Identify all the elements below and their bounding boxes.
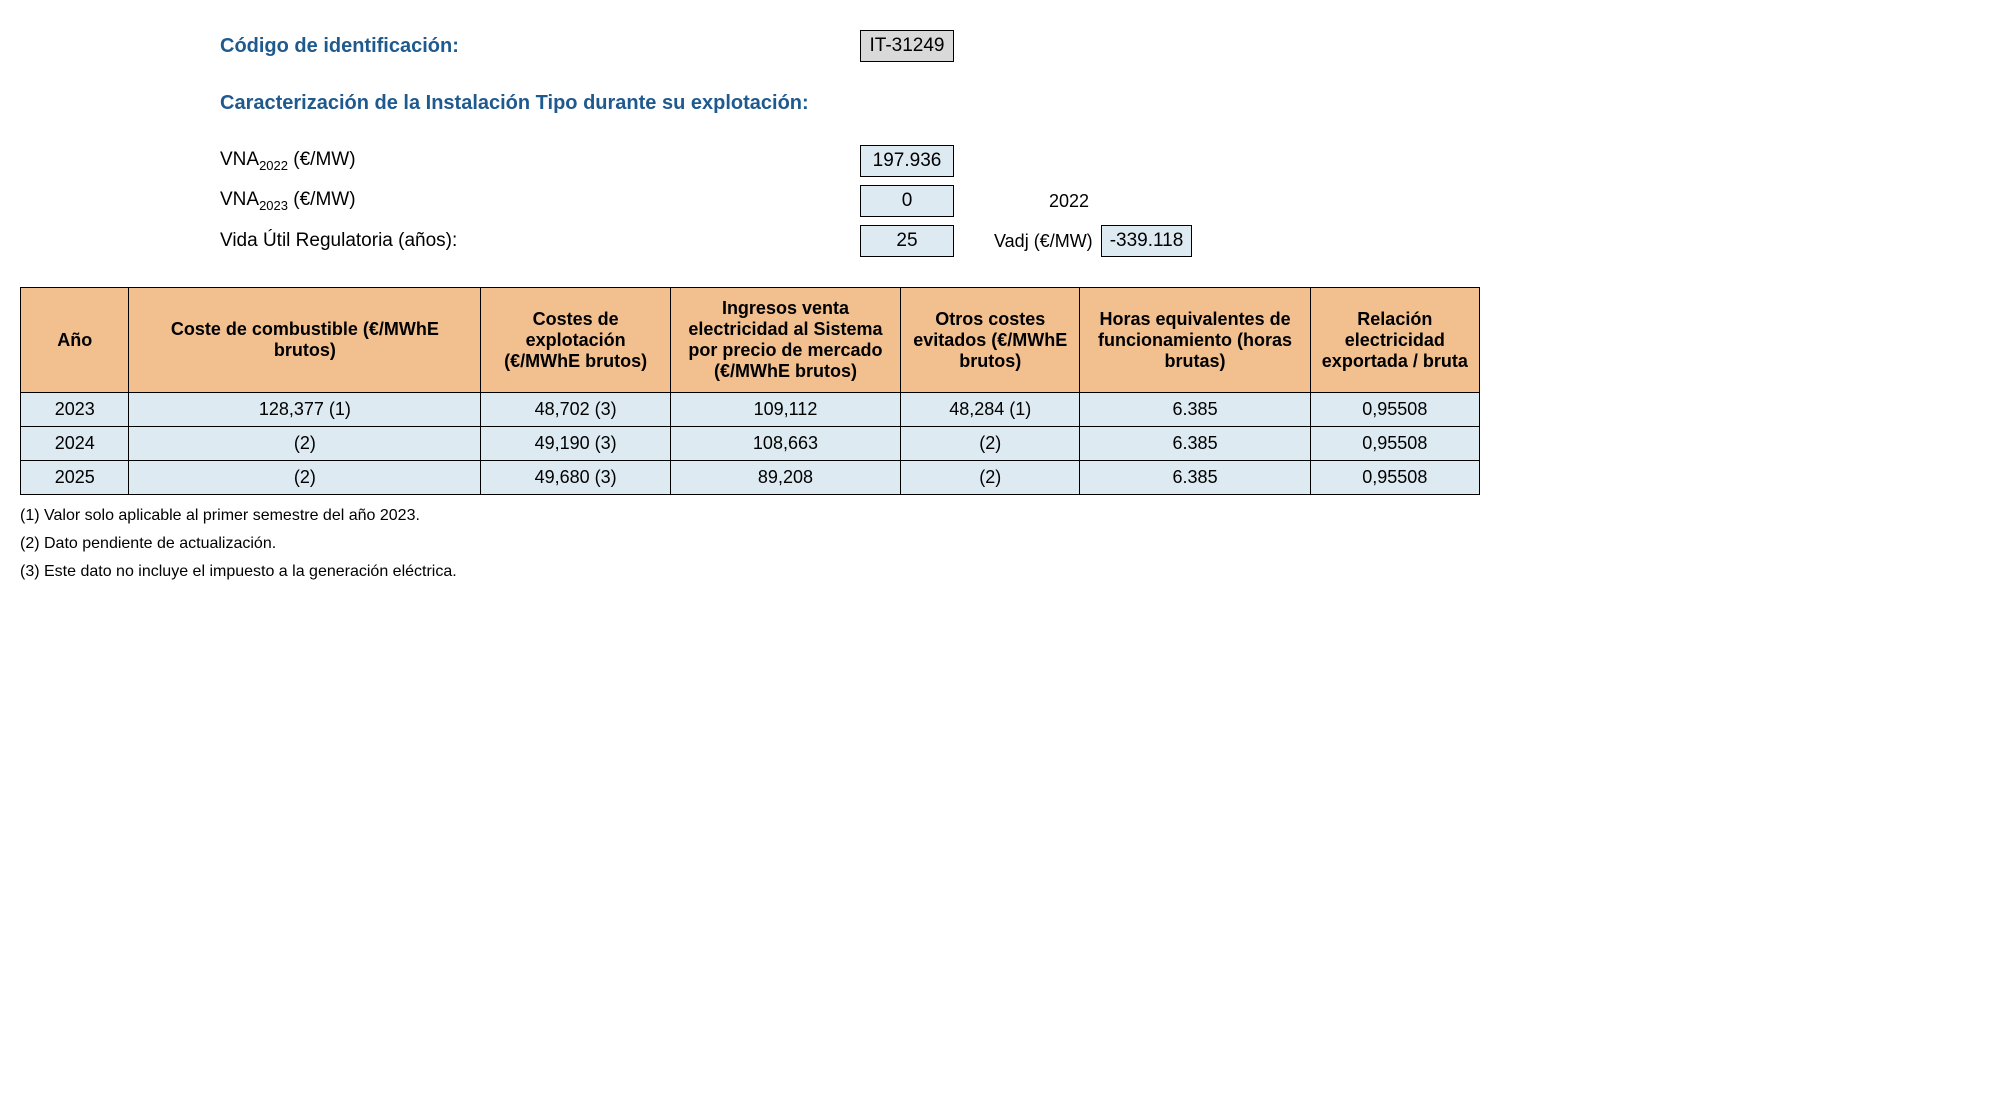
table-cell: 2023 — [21, 393, 129, 427]
table-cell: 6.385 — [1080, 393, 1310, 427]
reg-life-label: Vida Útil Regulatoria (años): — [220, 230, 860, 252]
table-cell: 0,95508 — [1310, 393, 1479, 427]
table-header: Ingresos venta electricidad al Sistema p… — [670, 288, 900, 393]
table-cell: (2) — [129, 427, 481, 461]
footnote: (2) Dato pendiente de actualización. — [20, 535, 1480, 553]
table-cell: 109,112 — [670, 393, 900, 427]
vna2022-label: VNA2022 (€/MW) — [220, 149, 860, 173]
table-cell: 6.385 — [1080, 461, 1310, 495]
table-cell: 6.385 — [1080, 427, 1310, 461]
table-header: Coste de combustible (€/MWhE brutos) — [129, 288, 481, 393]
vna2023-label: VNA2023 (€/MW) — [220, 189, 860, 213]
section-heading: Caracterización de la Instalación Tipo d… — [220, 92, 809, 115]
table-header: Horas equivalentes de funcionamiento (ho… — [1080, 288, 1310, 393]
table-cell: 49,680 (3) — [481, 461, 671, 495]
table-cell: 128,377 (1) — [129, 393, 481, 427]
vadj-value: -339.118 — [1101, 225, 1193, 257]
table-cell: 2025 — [21, 461, 129, 495]
table-cell: (2) — [901, 461, 1080, 495]
id-code-value: IT-31249 — [860, 30, 954, 62]
table-cell: 49,190 (3) — [481, 427, 671, 461]
footnote: (3) Este dato no incluye el impuesto a l… — [20, 563, 1480, 581]
vna2022-value: 197.936 — [860, 145, 954, 177]
data-table: AñoCoste de combustible (€/MWhE brutos)C… — [20, 287, 1480, 495]
table-header: Año — [21, 288, 129, 393]
vna2023-value: 0 — [860, 185, 954, 217]
table-cell: (2) — [129, 461, 481, 495]
table-row: 2025(2)49,680 (3)89,208(2)6.3850,95508 — [21, 461, 1480, 495]
table-header: Costes de explotación (€/MWhE brutos) — [481, 288, 671, 393]
table-cell: (2) — [901, 427, 1080, 461]
side-year: 2022 — [994, 191, 1144, 212]
table-cell: 2024 — [21, 427, 129, 461]
table-cell: 0,95508 — [1310, 427, 1479, 461]
table-cell: 0,95508 — [1310, 461, 1479, 495]
footnote: (1) Valor solo aplicable al primer semes… — [20, 507, 1480, 525]
table-row: 2024(2)49,190 (3)108,663(2)6.3850,95508 — [21, 427, 1480, 461]
table-cell: 48,702 (3) — [481, 393, 671, 427]
table-cell: 89,208 — [670, 461, 900, 495]
vadj-label: Vadj (€/MW) — [994, 231, 1093, 252]
id-code-label: Código de identificación: — [220, 35, 860, 58]
table-row: 2023128,377 (1)48,702 (3)109,11248,284 (… — [21, 393, 1480, 427]
table-cell: 48,284 (1) — [901, 393, 1080, 427]
footnotes: (1) Valor solo aplicable al primer semes… — [20, 507, 1480, 581]
table-cell: 108,663 — [670, 427, 900, 461]
table-header: Otros costes evitados (€/MWhE brutos) — [901, 288, 1080, 393]
reg-life-value: 25 — [860, 225, 954, 257]
table-header: Relación electricidad exportada / bruta — [1310, 288, 1479, 393]
